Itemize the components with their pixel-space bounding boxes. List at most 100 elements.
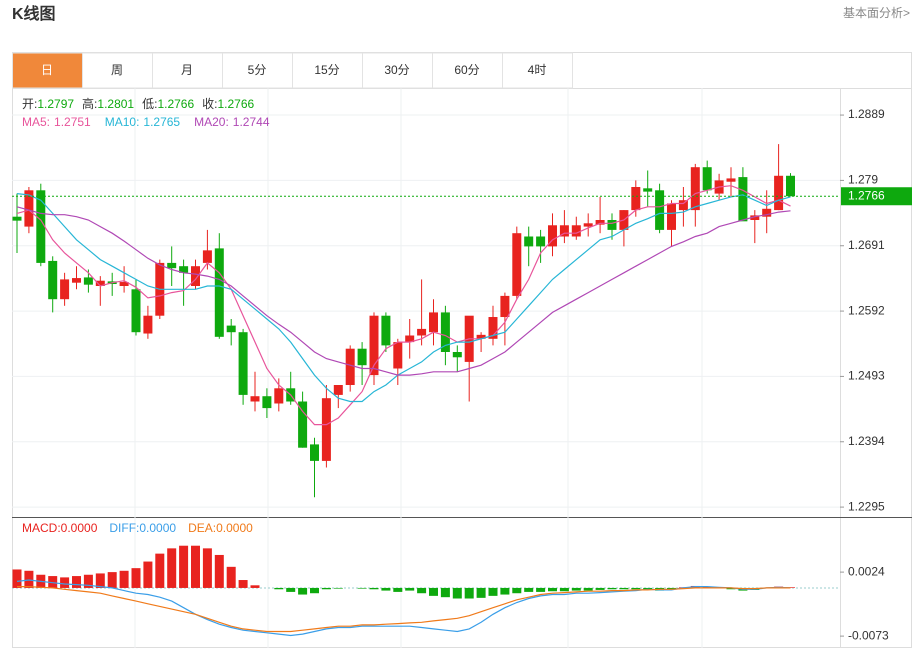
tab[interactable]: 30分 — [362, 52, 433, 89]
y-tick-label: 1.2889 — [848, 107, 885, 121]
ma-legend: MA5: 1.2751 MA10: 1.2765 MA20: 1.2744 — [22, 115, 270, 129]
tab-bg — [12, 52, 83, 89]
info-value: 1.2797 — [37, 97, 74, 111]
macd-bar — [417, 587, 427, 594]
candle-body — [702, 167, 712, 191]
macd-bar — [393, 587, 403, 592]
tab-label[interactable]: 60分 — [454, 63, 479, 77]
candle-body — [667, 203, 676, 230]
candle-body — [310, 444, 319, 461]
candle-body — [476, 334, 486, 339]
macd-line — [16, 579, 791, 637]
info-value: 1.2766 — [217, 97, 254, 111]
candle-body — [262, 396, 272, 409]
macd-bar — [119, 570, 129, 588]
macd-bar — [310, 587, 319, 594]
tab[interactable]: 日 — [12, 52, 83, 89]
legend-name: MACD: — [22, 521, 61, 535]
macd-bar — [191, 545, 200, 588]
candle-body — [226, 325, 236, 333]
candle-body — [738, 177, 748, 222]
tab-bg — [82, 52, 153, 89]
legend-name: DIFF: — [109, 521, 139, 535]
macd-bar — [167, 548, 177, 588]
candle-body — [83, 277, 93, 285]
macd-bar — [405, 587, 415, 591]
ma-line — [16, 206, 791, 376]
macd-bar — [107, 572, 117, 588]
candle-body — [417, 328, 427, 336]
page-title: K线图 — [12, 4, 56, 23]
macd-bar — [440, 587, 450, 598]
legend-name: DEA: — [188, 521, 216, 535]
candle-body — [131, 289, 141, 333]
macd-bar — [488, 587, 498, 596]
y-tick-label: 1.279 — [848, 173, 878, 187]
macd-legend: MACD:0.0000 DIFF:0.0000 DEA:0.0000 — [22, 521, 253, 535]
tab-label[interactable]: 日 — [41, 63, 53, 77]
macd-bar — [238, 580, 248, 588]
macd-bar — [536, 587, 546, 592]
candle-body — [429, 312, 438, 333]
tab-label[interactable]: 30分 — [384, 63, 409, 77]
candle-body — [690, 167, 700, 211]
legend-value: 1.2744 — [233, 115, 270, 129]
macd-bar — [214, 554, 224, 588]
candle-body — [726, 178, 736, 182]
macd-bar — [548, 587, 557, 592]
candle-body — [119, 282, 129, 286]
tab[interactable]: 4时 — [502, 52, 573, 89]
macd-bar — [452, 587, 462, 599]
tab-label[interactable]: 4时 — [528, 63, 547, 77]
candle-body — [524, 236, 534, 247]
macd-bar — [333, 587, 343, 589]
candle-body — [559, 225, 569, 237]
chart-frame — [12, 52, 912, 648]
candle-body — [95, 280, 105, 286]
tab-label[interactable]: 15分 — [314, 63, 339, 77]
tab-label[interactable]: 周 — [111, 63, 123, 77]
candle-body — [762, 208, 772, 217]
tab[interactable]: 周 — [82, 52, 153, 89]
candle-body — [750, 215, 760, 220]
candle-body — [238, 332, 248, 395]
tab-label[interactable]: 月 — [181, 63, 193, 77]
macd-bar — [595, 587, 605, 590]
candle-body — [214, 248, 224, 337]
macd-bar — [524, 587, 534, 592]
legend-value: 1.2765 — [143, 115, 180, 129]
candle-body — [774, 175, 784, 211]
candle-body — [202, 250, 212, 263]
candle-body — [512, 233, 522, 296]
legend-value: 0.0000 — [61, 521, 98, 535]
legend-value: 0.0000 — [216, 521, 253, 535]
macd-bar — [12, 569, 22, 588]
macd-bar — [202, 548, 212, 588]
y-tick-label: 1.2295 — [848, 499, 885, 513]
tab[interactable]: 60分 — [432, 52, 503, 89]
candle-body — [393, 342, 403, 369]
macd-bar — [726, 587, 736, 590]
candle-body — [333, 385, 343, 395]
tab[interactable]: 5分 — [222, 52, 293, 89]
candle-body — [655, 190, 665, 230]
y-tick-label: 0.0024 — [848, 564, 885, 578]
info-label: 收: — [202, 97, 217, 111]
candle-body — [36, 190, 46, 263]
tab[interactable]: 15分 — [292, 52, 363, 89]
info-label: 高: — [82, 96, 97, 111]
fundamental-link[interactable]: 基本面分析> — [843, 6, 910, 20]
candle-body — [488, 317, 498, 339]
candle-body — [250, 396, 260, 402]
tab-label[interactable]: 5分 — [248, 63, 267, 77]
macd-bar — [226, 566, 236, 588]
macd-bar — [48, 576, 58, 588]
tab-bg — [362, 52, 433, 89]
y-tick-label: 1.2394 — [848, 434, 885, 448]
tab[interactable]: 月 — [152, 52, 223, 89]
macd-bar — [369, 587, 379, 590]
legend-value: 0.0000 — [139, 521, 176, 535]
macd-bar — [512, 587, 522, 594]
macd-bar — [571, 587, 581, 591]
